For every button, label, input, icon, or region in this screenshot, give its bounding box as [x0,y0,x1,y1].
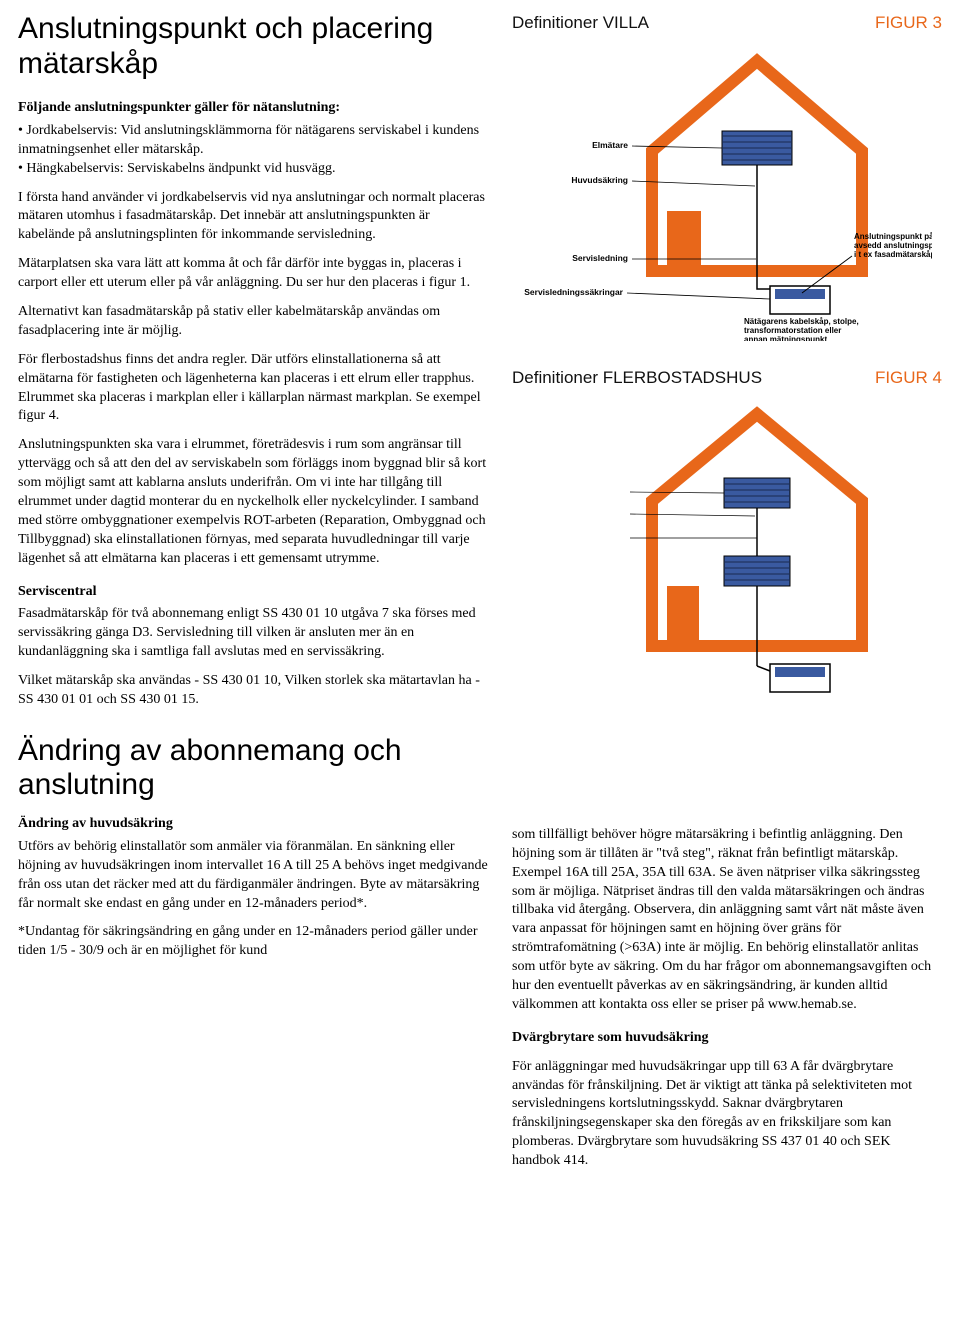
svg-text:i t ex fasadmätarskåp: i t ex fasadmätarskåp [854,250,932,259]
dvarg-heading: Dvärgbrytare som huvudsäkring [512,1029,942,1048]
svg-text:Anslutningspunkt på: Anslutningspunkt på [854,232,932,241]
serviscentral-p2: Vilket mätarskåp ska användas - SS 430 0… [18,672,488,710]
andring-p: Utförs av behörig elinstallatör som anmä… [18,838,488,914]
fig4-number: FIGUR 4 [875,367,942,390]
figure-4: Definitioner FLERBOSTADSHUS FIGUR 4 [512,367,942,726]
intro-bold: Följande anslutningspunkter gäller för n… [18,99,488,118]
fig3-number: FIGUR 3 [875,12,942,35]
svg-text:avsedd anslutningsplint: avsedd anslutningsplint [854,241,932,250]
serviscentral-heading: Serviscentral [18,583,488,602]
bullet-1: Jordkabelservis: Vid anslutningsklämmorn… [18,122,488,160]
fig4-title: Definitioner FLERBOSTADSHUS [512,367,762,390]
para-1: I första hand använder vi jordkabelservi… [18,189,488,246]
andring-heading: Ändring av huvudsäkring [18,815,488,834]
svg-text:Huvudsäkring: Huvudsäkring [571,175,628,185]
svg-text:Servisledningssäkringar: Servisledningssäkringar [524,287,623,297]
footnote: *Undantag för säkringsändring en gång un… [18,923,488,961]
figure-3: Definitioner VILLA FIGUR 3 [512,12,942,341]
page-title: Anslutningspunkt och placering mätarskåp [18,12,488,81]
para-2: Mätarplatsen ska vara lätt att komma åt … [18,255,488,293]
svg-text:annan mätningspunkt: annan mätningspunkt [744,335,827,341]
serviscentral-p1: Fasadmätarskåp för två abonnemang enligt… [18,605,488,662]
svg-text:Nätägarens kabelskåp, stolpe,: Nätägarens kabelskåp, stolpe, [744,317,859,326]
dvarg-p: För anläggningar med huvudsäkringar upp … [512,1058,942,1171]
fig3-diagram: Elmätare Huvudsäkring Servisledning Serv… [512,41,932,341]
right-cont-p: som tillfälligt behöver högre mätarsäkri… [512,826,942,1015]
svg-text:Servisledning: Servisledning [572,253,628,263]
fig3-title: Definitioner VILLA [512,12,649,35]
para-5: Anslutningspunkten ska vara i elrummet, … [18,436,488,568]
svg-text:transformatorstation eller: transformatorstation eller [744,326,841,335]
fig4-diagram: Elmätare Huvudsäkring Huvudledning Huvud… [512,396,932,726]
bullet-2: Hängkabelservis: Serviskabelns ändpunkt … [18,160,488,179]
svg-text:Elmätare: Elmätare [592,140,628,150]
right-column-text: som tillfälligt behöver högre mätarsäkri… [512,826,942,1171]
title-2: Ändring av abonnemang och anslutning [18,734,488,803]
para-3: Alternativt kan fasadmätarskåp på stativ… [18,303,488,341]
para-4: För flerbostadshus finns det andra regle… [18,351,488,427]
intro-bullets: Jordkabelservis: Vid anslutningsklämmorn… [18,122,488,179]
